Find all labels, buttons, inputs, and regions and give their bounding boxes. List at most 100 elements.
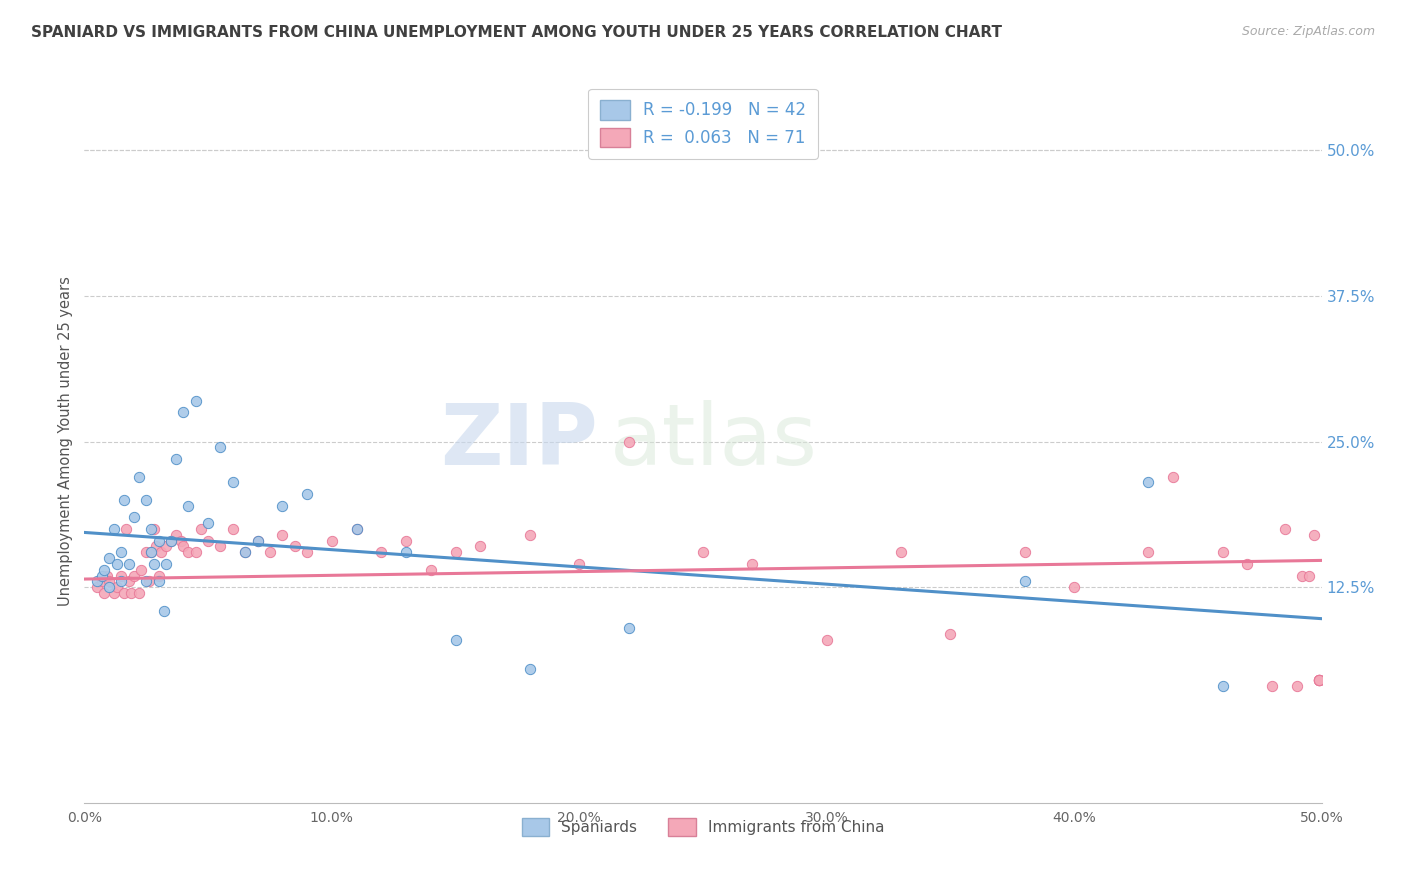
Point	[815, 632, 838, 647]
Point	[370, 545, 392, 559]
Point	[939, 627, 962, 641]
Point	[118, 574, 141, 589]
Point	[295, 487, 318, 501]
Point	[184, 393, 207, 408]
Point	[160, 533, 183, 548]
Point	[129, 563, 152, 577]
Point	[112, 492, 135, 507]
Point	[1137, 475, 1160, 490]
Point	[141, 545, 163, 559]
Point	[86, 580, 108, 594]
Point	[233, 545, 256, 559]
Point	[122, 510, 145, 524]
Point	[617, 434, 640, 449]
Point	[890, 545, 912, 559]
Point	[519, 662, 541, 676]
Point	[152, 603, 174, 617]
Point	[155, 557, 177, 571]
Point	[165, 528, 187, 542]
Point	[177, 545, 200, 559]
Point	[346, 522, 368, 536]
Point	[110, 545, 132, 559]
Point	[122, 568, 145, 582]
Point	[90, 568, 112, 582]
Point	[519, 528, 541, 542]
Point	[470, 540, 492, 554]
Point	[184, 545, 207, 559]
Point	[120, 586, 142, 600]
Point	[209, 441, 232, 455]
Point	[98, 551, 121, 566]
Point	[93, 586, 115, 600]
Point	[135, 492, 157, 507]
Point	[110, 574, 132, 589]
Point	[1014, 545, 1036, 559]
Point	[209, 540, 232, 554]
Point	[1303, 528, 1326, 542]
Point	[190, 522, 212, 536]
Text: atlas: atlas	[610, 400, 818, 483]
Point	[165, 452, 187, 467]
Point	[112, 586, 135, 600]
Point	[148, 574, 170, 589]
Point	[141, 522, 163, 536]
Point	[177, 499, 200, 513]
Point	[246, 533, 269, 548]
Point	[233, 545, 256, 559]
Point	[444, 632, 467, 647]
Point	[142, 522, 165, 536]
Point	[103, 586, 125, 600]
Point	[1063, 580, 1085, 594]
Point	[135, 574, 157, 589]
Point	[321, 533, 343, 548]
Point	[284, 540, 307, 554]
Point	[346, 522, 368, 536]
Point	[1298, 568, 1320, 582]
Point	[271, 499, 294, 513]
Point	[115, 522, 138, 536]
Point	[222, 475, 245, 490]
Point	[105, 557, 128, 571]
Point	[118, 557, 141, 571]
Point	[1308, 673, 1330, 688]
Point	[1291, 568, 1313, 582]
Point	[1137, 545, 1160, 559]
Point	[148, 533, 170, 548]
Point	[138, 574, 160, 589]
Point	[172, 540, 194, 554]
Point	[419, 563, 441, 577]
Point	[1308, 673, 1330, 688]
Point	[1261, 679, 1284, 693]
Point	[222, 522, 245, 536]
Point	[444, 545, 467, 559]
Point	[1212, 545, 1234, 559]
Point	[160, 533, 183, 548]
Point	[1308, 673, 1330, 688]
Point	[1308, 673, 1330, 688]
Point	[1161, 469, 1184, 483]
Point	[617, 621, 640, 635]
Point	[110, 568, 132, 582]
Point	[692, 545, 714, 559]
Point	[197, 516, 219, 530]
Point	[295, 545, 318, 559]
Point	[141, 545, 163, 559]
Point	[128, 586, 150, 600]
Point	[259, 545, 281, 559]
Point	[395, 545, 418, 559]
Point	[98, 574, 121, 589]
Point	[1274, 522, 1296, 536]
Point	[93, 563, 115, 577]
Point	[741, 557, 763, 571]
Point	[170, 533, 193, 548]
Point	[142, 557, 165, 571]
Text: Source: ZipAtlas.com: Source: ZipAtlas.com	[1241, 25, 1375, 38]
Point	[98, 580, 121, 594]
Point	[135, 545, 157, 559]
Point	[197, 533, 219, 548]
Point	[96, 568, 118, 582]
Point	[150, 545, 173, 559]
Point	[128, 469, 150, 483]
Y-axis label: Unemployment Among Youth under 25 years: Unemployment Among Youth under 25 years	[58, 277, 73, 607]
Point	[155, 540, 177, 554]
